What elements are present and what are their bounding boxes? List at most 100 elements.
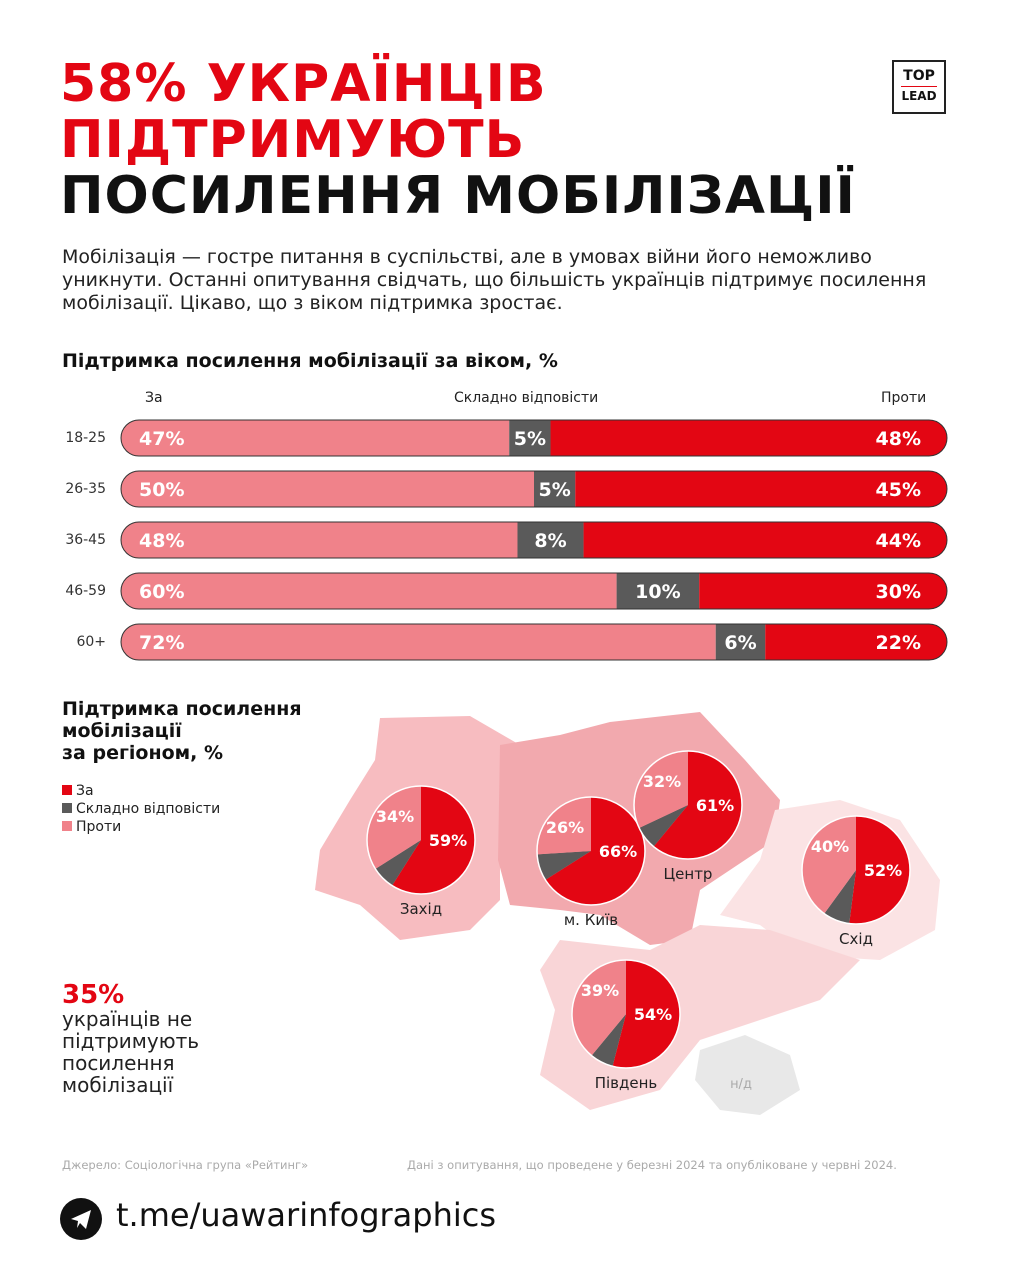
bar-value-label: 72%	[139, 632, 184, 654]
bar-value-label: 5%	[514, 428, 546, 450]
pie-slice	[392, 786, 475, 894]
logo-bottom: LEAD	[901, 89, 937, 103]
top-lead-logo: TOP LEAD	[892, 60, 946, 114]
pie-proty-label: 40%	[811, 837, 849, 856]
bar-value-label: 6%	[724, 632, 756, 654]
bar-segment	[699, 573, 947, 609]
bar-segment	[121, 471, 534, 507]
pie-slice	[545, 797, 645, 905]
bar-row	[121, 573, 947, 609]
bar-segment	[121, 420, 510, 456]
age-label: 46-59	[65, 583, 106, 599]
pie-slice	[849, 816, 911, 925]
pie-za-label: 66%	[599, 842, 637, 861]
bar-value-label: 48%	[139, 530, 184, 552]
source-text: Джерело: Соціологічна група «Рейтинг»	[62, 1158, 309, 1172]
title-line-3: ПОСИЛЕННЯ МОБІЛІЗАЦІЇ	[60, 166, 856, 226]
region-title-1: Підтримка посилення	[62, 698, 302, 720]
pie-za-label: 52%	[864, 861, 902, 880]
region-legend: За Складно відповісти Проти	[62, 782, 220, 836]
pie-slice	[824, 870, 856, 924]
title-line-2: ПІДТРИМУЮТЬ	[60, 110, 526, 170]
bar-row	[121, 522, 947, 558]
bar-segment	[517, 522, 584, 558]
legend-skladno: Складно відповісти	[62, 800, 220, 818]
age-label: 18-25	[65, 430, 106, 446]
pie-0: 59% 34% Захід	[366, 785, 476, 918]
bar-segment	[550, 420, 947, 456]
bar-value-label: 48%	[876, 428, 921, 450]
region-name: Захід	[400, 900, 442, 918]
pie-slice	[537, 797, 591, 855]
pie-2: 61% 32% Центр	[633, 750, 743, 883]
bar-value-label: 44%	[876, 530, 921, 552]
region-title-2: мобілізації	[62, 720, 182, 742]
pie-slice	[802, 816, 856, 914]
bar-value-label: 30%	[876, 581, 921, 603]
pie-slice	[591, 1014, 626, 1067]
age-label: 26-35	[65, 481, 106, 497]
bar-value-label: 8%	[534, 530, 566, 552]
bar-value-label: 45%	[876, 479, 921, 501]
bar-value-label: 60%	[139, 581, 184, 603]
bar-row	[121, 624, 947, 660]
bar-segment	[121, 522, 518, 558]
survey-note: Дані з опитування, що проведене у березн…	[407, 1158, 897, 1172]
region-name: Центр	[664, 865, 713, 883]
pie-slice	[572, 960, 626, 1056]
region-title-3: за регіоном, %	[62, 742, 224, 764]
callout-value: 35%	[62, 980, 125, 1010]
title-line-1: 58% УКРАЇНЦІВ	[60, 54, 547, 114]
col-skladno: Складно відповісти	[454, 390, 599, 406]
bar-segment	[509, 420, 551, 456]
pie-4: 54% 39% Південь	[571, 959, 681, 1092]
bar-value-label: 10%	[635, 581, 680, 603]
telegram-link[interactable]: t.me/uawarinfographics	[116, 1196, 497, 1234]
bar-row	[121, 471, 947, 507]
bar-value-label: 5%	[539, 479, 571, 501]
callout-text: українців не підтримують посилення мобіл…	[62, 1007, 200, 1097]
bar-segment	[575, 471, 947, 507]
pie-proty-label: 26%	[546, 818, 584, 837]
pie-3: 52% 40% Схід	[801, 815, 911, 948]
bar-segment	[534, 471, 576, 507]
pie-slice	[375, 840, 421, 886]
bar-segment	[616, 573, 700, 609]
pie-slice	[537, 851, 591, 880]
age-label: 60+	[76, 634, 106, 650]
pie-slice	[653, 751, 743, 859]
legend-za: За	[62, 782, 220, 800]
bar-segment	[121, 624, 716, 660]
region-name: м. Київ	[564, 911, 618, 929]
legend-proty: Проти	[62, 818, 220, 836]
bar-row	[121, 420, 947, 456]
region-name: Південь	[595, 1074, 658, 1092]
age-bar-chart: 47% 5% 48% 50% 5% 45% 48% 8% 44% 60% 10% 30% 72% 6% 22…	[120, 419, 948, 661]
age-chart-title: Підтримка посилення мобілізації за віком…	[62, 350, 558, 372]
logo-top: TOP	[901, 68, 937, 87]
pie-slice	[639, 805, 688, 847]
telegram-icon[interactable]	[60, 1198, 102, 1240]
pie-za-label: 54%	[634, 1005, 672, 1024]
pie-1: 66% 26% м. Київ	[536, 796, 646, 929]
no-data-label: н/д	[730, 1077, 752, 1092]
bar-segment	[121, 573, 617, 609]
region-name: Схід	[839, 930, 873, 948]
bar-segment	[715, 624, 766, 660]
bar-segment	[583, 522, 947, 558]
pie-slice	[366, 786, 421, 869]
pie-slice	[612, 960, 681, 1069]
pie-proty-label: 34%	[376, 807, 414, 826]
pie-za-label: 59%	[429, 831, 467, 850]
bar-value-label: 22%	[876, 632, 921, 654]
bar-segment	[765, 624, 947, 660]
intro-text: Мобілізація — гостре питання в суспільст…	[62, 246, 927, 314]
col-za: За	[145, 390, 163, 406]
crimea-shape	[695, 1035, 800, 1115]
pie-za-label: 61%	[696, 796, 734, 815]
col-proty: Проти	[881, 390, 927, 406]
pie-proty-label: 32%	[643, 772, 681, 791]
bar-value-label: 50%	[139, 479, 184, 501]
